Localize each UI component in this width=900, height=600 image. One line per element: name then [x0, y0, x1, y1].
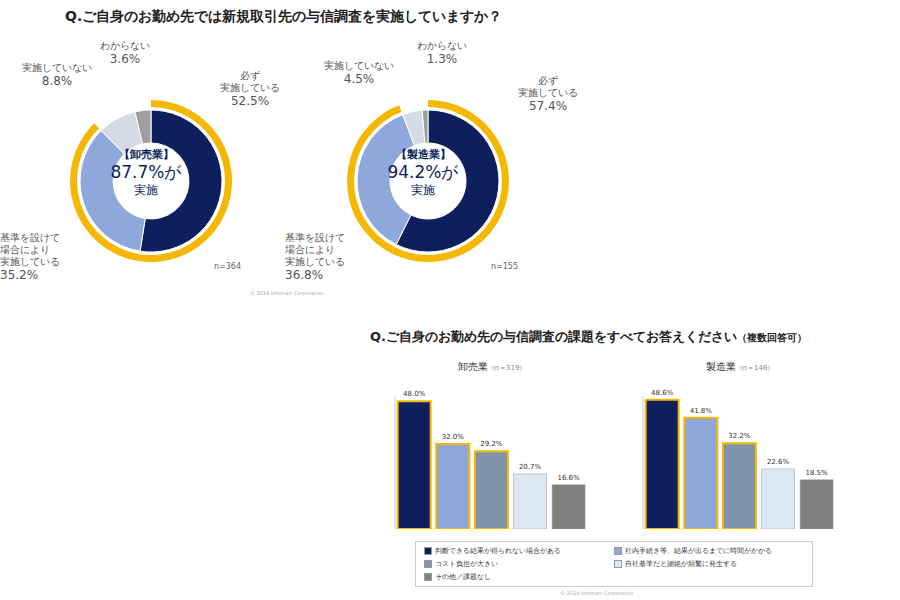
html-text:わからない: わからない — [417, 40, 467, 51]
html-text:© 2024 Infomart Corporation: © 2024 Infomart Corporation — [560, 590, 634, 596]
html-text:実施していない: 実施していない — [324, 60, 394, 71]
html-text:57.4%: 57.4% — [528, 99, 568, 113]
svg-text:29.2%: 29.2% — [480, 440, 503, 448]
html-text:36.8%: 36.8% — [285, 268, 324, 282]
svg-text:41.8%: 41.8% — [690, 407, 713, 415]
html-text:卸売業（n＝319）: 卸売業（n＝319） — [457, 361, 527, 372]
html-text:実施している: 実施している — [518, 87, 578, 98]
html-text:実施していない: 実施していない — [22, 62, 92, 73]
html-text:基準を設けて: 基準を設けて — [0, 232, 60, 243]
svg-text:16.6%: 16.6% — [557, 474, 580, 482]
html-text:自社基準だと謝絶が頻繁に発生する: 自社基準だと謝絶が頻繁に発生する — [625, 560, 737, 568]
html-text:【製造業】: 【製造業】 — [395, 148, 451, 161]
html-text:Q.ご自身のお勤め先では新規取引先の与信調査を実施しています: Q.ご自身のお勤め先では新規取引先の与信調査を実施していますか？ — [65, 8, 503, 24]
html-text:94.2%が: 94.2%が — [387, 162, 459, 182]
html-text:87.7%が: 87.7%が — [110, 162, 182, 182]
html-text:その他／課題なし: その他／課題なし — [435, 573, 491, 582]
html-text:基準を設けて: 基準を設けて — [285, 232, 345, 243]
html-text:© 2024 Infomart Corporation: © 2024 Infomart Corporation — [250, 290, 324, 296]
html-text:コスト負担が大きい: コスト負担が大きい — [435, 560, 498, 568]
html-text:実施: 実施 — [134, 183, 158, 197]
html-text:実施: 実施 — [411, 183, 435, 197]
svg-text:48.6%: 48.6% — [651, 389, 674, 397]
svg-text:32.2%: 32.2% — [728, 432, 751, 440]
html-text:3.6%: 3.6% — [109, 52, 141, 66]
html-text:場合により: 場合により — [0, 244, 50, 255]
svg-text:20.7%: 20.7% — [519, 463, 542, 471]
html-text:Q.ご自身のお勤め先の与信調査の課題をすべてお答えください（: Q.ご自身のお勤め先の与信調査の課題をすべてお答えください（複数回答可） — [370, 329, 807, 344]
html-text:必ず: 必ず — [240, 70, 260, 81]
html-text:必ず: 必ず — [538, 75, 558, 86]
html-text:わからない: わからない — [100, 40, 150, 51]
html-text:実施している: 実施している — [220, 82, 280, 93]
svg-text:48.0%: 48.0% — [403, 390, 426, 398]
svg-text:22.6%: 22.6% — [767, 458, 790, 466]
html-text:場合により: 場合により — [285, 244, 335, 255]
svg-text:32.0%: 32.0% — [442, 433, 465, 441]
html-text:n=155: n=155 — [491, 262, 518, 271]
html-text:実施している: 実施している — [285, 256, 345, 267]
html-text:実施している: 実施している — [0, 256, 60, 267]
html-text:社内手続き等、結果が出るまでに時間がかかる: 社内手続き等、結果が出るまでに時間がかかる — [625, 546, 772, 555]
html-text:n=364: n=364 — [214, 262, 241, 271]
svg-text:18.5%: 18.5% — [805, 469, 828, 477]
html-text:判断できる結果が得られない場合がある: 判断できる結果が得られない場合がある — [435, 546, 561, 555]
html-text:【卸売業】: 【卸売業】 — [118, 148, 174, 161]
html-text:35.2%: 35.2% — [0, 268, 39, 282]
html-text:製造業（n＝146）: 製造業（n＝146） — [705, 361, 775, 372]
html-text:52.5%: 52.5% — [230, 94, 270, 108]
html-text:4.5%: 4.5% — [343, 72, 375, 86]
html-text:1.3%: 1.3% — [426, 52, 458, 66]
html-text:8.8%: 8.8% — [41, 74, 73, 88]
